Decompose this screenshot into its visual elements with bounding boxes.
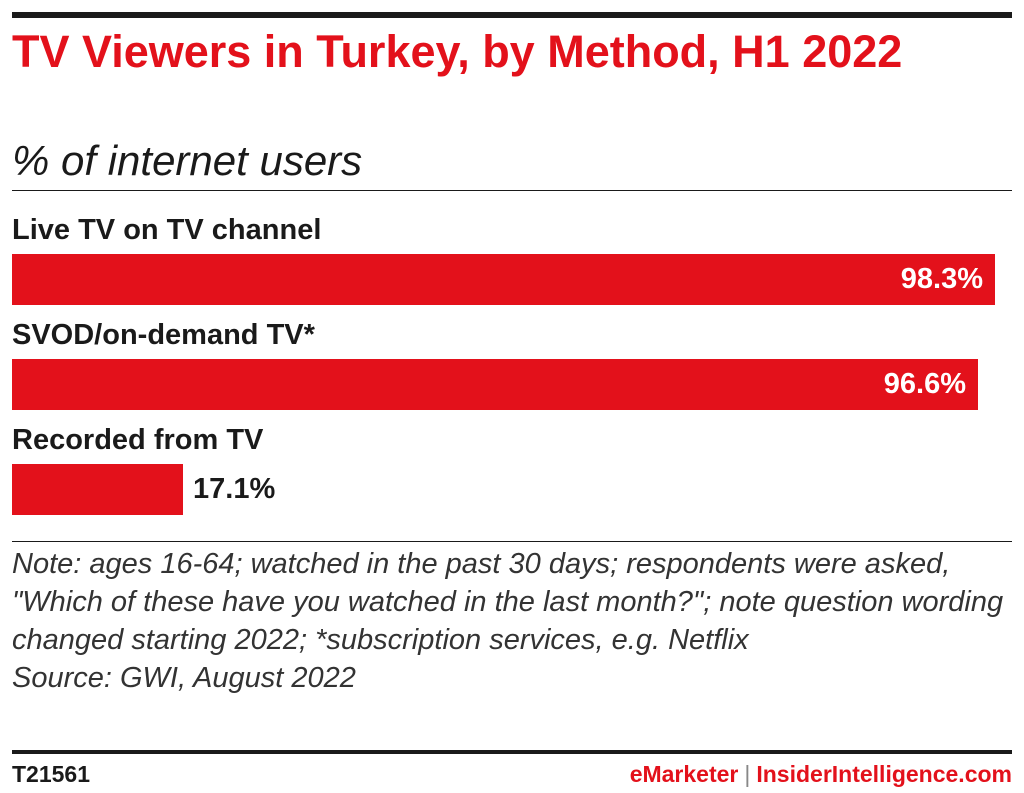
bar-row: SVOD/on-demand TV* 96.6% <box>12 315 1012 415</box>
category-label: Recorded from TV <box>12 424 264 456</box>
top-rule <box>12 12 1012 18</box>
footer-rule <box>12 750 1012 754</box>
source-text: Source: GWI, August 2022 <box>12 662 356 694</box>
category-label: SVOD/on-demand TV* <box>12 319 315 351</box>
category-label: Live TV on TV channel <box>12 214 322 246</box>
branding: eMarketer | InsiderIntelligence.com <box>630 760 1012 788</box>
value-label: 96.6% <box>883 368 966 400</box>
value-label: 98.3% <box>900 263 983 295</box>
chart-subtitle: % of internet users <box>12 137 363 184</box>
brand-emarketer: eMarketer <box>629 761 739 787</box>
value-label: 17.1% <box>193 473 276 505</box>
bar <box>12 464 183 515</box>
bar-track: 17.1% <box>12 464 1012 515</box>
note-rule <box>12 541 1012 542</box>
bar-chart: Live TV on TV channel 98.3% SVOD/on-demand… <box>12 210 1012 530</box>
chart-title: TV Viewers in Turkey, by Method, H1 2022 <box>12 26 903 77</box>
bar-track: 96.6% <box>12 359 1012 410</box>
bar-row: Recorded from TV 17.1% <box>12 420 1012 520</box>
bar-row: Live TV on TV channel 98.3% <box>12 210 1012 310</box>
brand-insider-intelligence: InsiderIntelligence.com <box>756 761 1012 787</box>
chart-notes: Note: ages 16-64; watched in the past 30… <box>12 545 1012 697</box>
bar <box>12 254 995 305</box>
bar <box>12 359 978 410</box>
note-text: Note: ages 16-64; watched in the past 30… <box>12 548 1004 656</box>
header-rule <box>12 190 1012 191</box>
footer: T21561 eMarketer | InsiderIntelligence.com <box>12 760 1012 788</box>
chart-id: T21561 <box>12 761 91 787</box>
brand-divider: | <box>744 761 751 787</box>
bar-track: 98.3% <box>12 254 1012 305</box>
